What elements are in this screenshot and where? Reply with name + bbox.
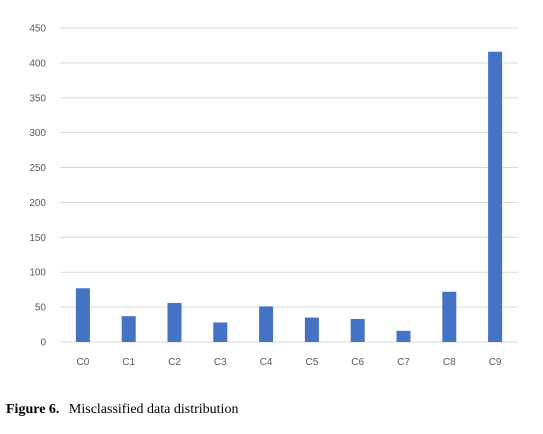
y-tick-label: 50 — [35, 303, 47, 314]
bar-c5 — [304, 317, 319, 342]
bar-c3 — [213, 322, 228, 342]
y-tick-label: 250 — [29, 163, 46, 174]
x-tick-label-c6: C6 — [351, 357, 364, 368]
x-tick-label-c3: C3 — [214, 357, 227, 368]
x-axis-tick-labels: C0 C1 C2 C3 C4 C5 C6 C7 C8 C9 — [77, 357, 502, 368]
figure-caption: Figure 6. Misclassified data distributio… — [6, 402, 238, 418]
y-tick-label: 150 — [29, 233, 46, 244]
bar-c8 — [442, 291, 457, 342]
y-tick-label: 300 — [29, 128, 46, 139]
x-tick-label-c5: C5 — [306, 357, 319, 368]
bar-c6 — [350, 318, 365, 342]
bar-c9 — [488, 51, 503, 342]
x-tick-label-c2: C2 — [168, 357, 181, 368]
bar-c0 — [75, 288, 90, 342]
bar-chart: 0 50 100 150 200 250 300 350 400 450 C0 C1 C2 C3 C4 C5… — [29, 24, 518, 368]
bar-c2 — [167, 302, 182, 342]
y-tick-label: 400 — [29, 58, 46, 69]
x-tick-label-c1: C1 — [122, 357, 135, 368]
bars — [75, 51, 503, 342]
bar-c1 — [121, 316, 136, 342]
x-tick-label-c0: C0 — [77, 357, 90, 368]
figure-caption-label: Figure 6. — [6, 402, 60, 417]
y-tick-label: 450 — [29, 24, 46, 35]
x-tick-label-c8: C8 — [443, 357, 456, 368]
x-tick-label-c9: C9 — [489, 357, 502, 368]
x-tick-label-c4: C4 — [260, 357, 273, 368]
bar-c7 — [396, 330, 411, 342]
bar-c4 — [259, 306, 274, 342]
y-axis-tick-labels: 0 50 100 150 200 250 300 350 400 450 — [29, 24, 46, 349]
y-tick-label: 350 — [29, 93, 46, 104]
y-tick-label: 0 — [40, 338, 46, 349]
y-tick-label: 100 — [29, 268, 46, 279]
y-tick-label: 200 — [29, 198, 46, 209]
gridlines — [60, 27, 518, 343]
x-tick-label-c7: C7 — [397, 357, 410, 368]
figure-caption-text: Misclassified data distribution — [68, 402, 239, 417]
